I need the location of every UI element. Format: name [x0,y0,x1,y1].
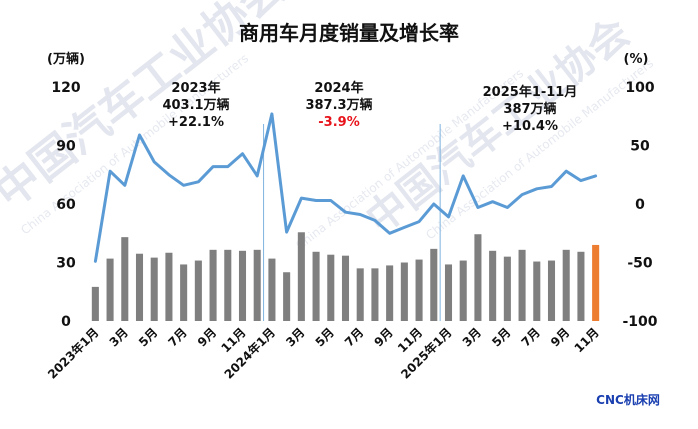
bar-29 [518,249,526,321]
chart-title: 商用车月度销量及增长率 [239,21,459,45]
bar-31 [547,260,556,321]
annotation-2025-total: 387万辆 [503,101,556,117]
x-tick-label-15: 7月 [519,325,543,349]
annotation-2024: 2024年 387.3万辆 -3.9% [305,80,372,130]
bar-3 [135,253,144,321]
bar-27 [489,250,497,321]
x-tick-label-2: 5月 [136,325,160,349]
bar-24 [444,264,453,321]
bar-12 [268,258,276,321]
annotation-2025-year: 2025年1-11月 [483,84,578,100]
bar-1 [106,258,114,321]
right-tick-label-3: 50 [630,139,650,155]
left-axis-unit: (万辆) [47,51,85,67]
x-tick-label-17: 11月 [572,325,602,355]
bar-10 [238,250,247,321]
bar-11 [253,249,261,321]
bar-6 [180,264,188,321]
bar-30 [533,261,541,321]
bar-21 [400,262,408,321]
annotation-2025-growth: +10.4% [502,119,558,134]
growth-line [93,112,598,263]
left-axis-ticks: 0 30 60 90 120 [51,80,80,330]
annotation-2024-year: 2024年 [314,80,363,96]
bar-2 [121,237,129,321]
left-tick-label-1: 30 [56,256,76,272]
bar-13 [283,272,291,321]
bar-16 [327,254,335,321]
right-axis-unit: (%) [624,52,649,67]
annotation-2023-year: 2023年 [171,80,220,96]
left-tick-label-0: 0 [61,314,71,330]
right-tick-label-1: -50 [627,256,653,272]
annotation-2023: 2023年 403.1万辆 +22.1% [162,80,229,130]
x-tick-label-14: 5月 [489,325,513,349]
bar-26 [474,234,482,321]
bar-23 [430,248,438,321]
x-tick-label-10: 9月 [371,325,395,349]
x-tick-label-8: 5月 [313,325,337,349]
year-dividers [263,124,441,321]
annotation-2023-growth: +22.1% [168,115,224,130]
growth-series-line [93,112,598,263]
bar-25 [459,260,467,321]
bar-20 [386,265,394,321]
x-tick-label-7: 3月 [283,325,307,349]
x-tick-label-9: 7月 [342,325,366,349]
right-tick-label-2: 0 [635,197,645,213]
annotation-2024-total: 387.3万辆 [305,97,372,113]
annotation-2025: 2025年1-11月 387万辆 +10.4% [483,84,578,134]
bar-17 [341,255,350,321]
annotation-2024-growth: -3.9% [318,115,359,130]
x-tick-label-13: 3月 [460,325,484,349]
bar-8 [209,249,217,321]
source-label: CNC机床网 [596,392,660,407]
bar-32 [562,249,570,321]
bar-4 [150,257,158,321]
right-tick-label-0: -100 [622,314,657,330]
right-tick-label-4: 100 [625,80,654,96]
annotation-2023-total: 403.1万辆 [162,97,229,113]
bar-19 [371,268,379,321]
bar-15 [312,251,320,321]
bar-22 [415,259,423,321]
left-tick-label-3: 90 [56,139,76,155]
right-axis-ticks: -100 -50 0 50 100 [622,80,657,330]
left-tick-label-4: 120 [51,80,80,96]
left-tick-label-2: 60 [56,197,76,213]
x-tick-label-4: 9月 [195,325,219,349]
bar-5 [165,252,173,321]
bar-18 [356,268,364,321]
sales-bars [91,232,600,321]
bar-28 [503,256,511,321]
bar-33 [577,251,585,321]
bar-34 [592,244,600,321]
bar-0 [91,286,99,321]
x-tick-label-1: 3月 [107,325,131,349]
bar-9 [224,249,232,321]
bar-7 [194,260,202,321]
x-tick-label-0: 2023年1月 [44,325,101,382]
x-tick-label-16: 9月 [548,325,572,349]
x-tick-label-3: 7月 [165,325,189,349]
bar-14 [297,232,305,321]
